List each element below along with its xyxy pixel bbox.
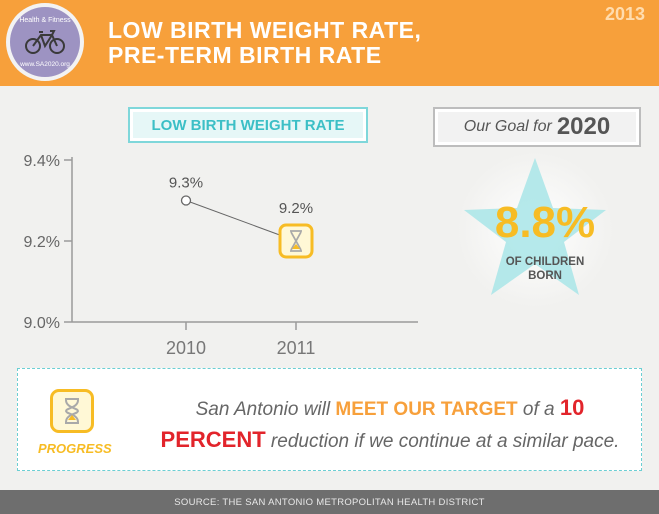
progress-text-c: of a xyxy=(517,399,560,420)
chart-title: LOW BIRTH WEIGHT RATE xyxy=(133,112,363,138)
goal-sub-line-2: BORN xyxy=(528,270,562,282)
goal-label: Our Goal for xyxy=(463,118,552,135)
percent-highlight: PERCENT xyxy=(160,427,266,452)
data-point xyxy=(180,195,192,206)
report-year: 2013 xyxy=(604,4,645,24)
progress-text-f: reduction if we continue at a similar pa… xyxy=(265,431,620,452)
data-label: 9.2% xyxy=(279,200,313,217)
title-line-2: PRE-TERM BIRTH RATE xyxy=(108,42,382,68)
y-tick-label: 9.2% xyxy=(24,234,60,251)
ten-highlight: 10 xyxy=(559,395,585,420)
x-tick-label: 2011 xyxy=(277,338,316,358)
line-chart: 9.0% 9.2% 9.4% 2010 2011 9.3% 9.2% xyxy=(24,153,418,358)
progress-text-a: San Antonio will xyxy=(195,399,336,420)
page-title: LOW BIRTH WEIGHT RATE, PRE-TERM BIRTH RA… xyxy=(108,18,421,68)
progress-label: PROGRESS xyxy=(38,441,112,456)
goal-box: Our Goal for 2020 xyxy=(433,107,641,147)
bicycle-icon xyxy=(25,30,65,54)
progress-message: San Antonio will MEET OUR TARGET of a 10… xyxy=(152,393,628,457)
progress-box: PROGRESS San Antonio will MEET OUR TARGE… xyxy=(17,368,642,471)
header: Health & Fitness www.SA2020.org LOW BIRT… xyxy=(0,0,659,86)
logo-url: www.SA2020.org xyxy=(20,61,70,68)
goal-sub-line-1: OF CHILDREN xyxy=(505,256,585,268)
sa2020-logo: Health & Fitness www.SA2020.org xyxy=(6,3,84,81)
y-tick-label: 9.0% xyxy=(24,315,60,332)
meet-target-highlight: MEET OUR TARGET xyxy=(335,399,518,420)
hourglass-marker xyxy=(278,223,314,259)
y-tick-label: 9.4% xyxy=(24,153,60,170)
star-icon xyxy=(457,152,613,308)
goal-description: OF CHILDREN BORN xyxy=(470,255,620,283)
chart-title-box: LOW BIRTH WEIGHT RATE xyxy=(128,107,368,143)
goal-value: 8.8% xyxy=(494,198,596,247)
title-line-1: LOW BIRTH WEIGHT RATE, xyxy=(108,17,422,43)
logo-category: Health & Fitness xyxy=(19,17,71,24)
series-line xyxy=(185,200,297,242)
hourglass-icon xyxy=(50,389,94,433)
data-label: 9.3% xyxy=(169,175,203,192)
x-tick-label: 2010 xyxy=(166,338,206,358)
source-footer: SOURCE: THE SAN ANTONIO METROPOLITAN HEA… xyxy=(0,490,659,514)
goal-year: 2020 xyxy=(556,113,611,140)
